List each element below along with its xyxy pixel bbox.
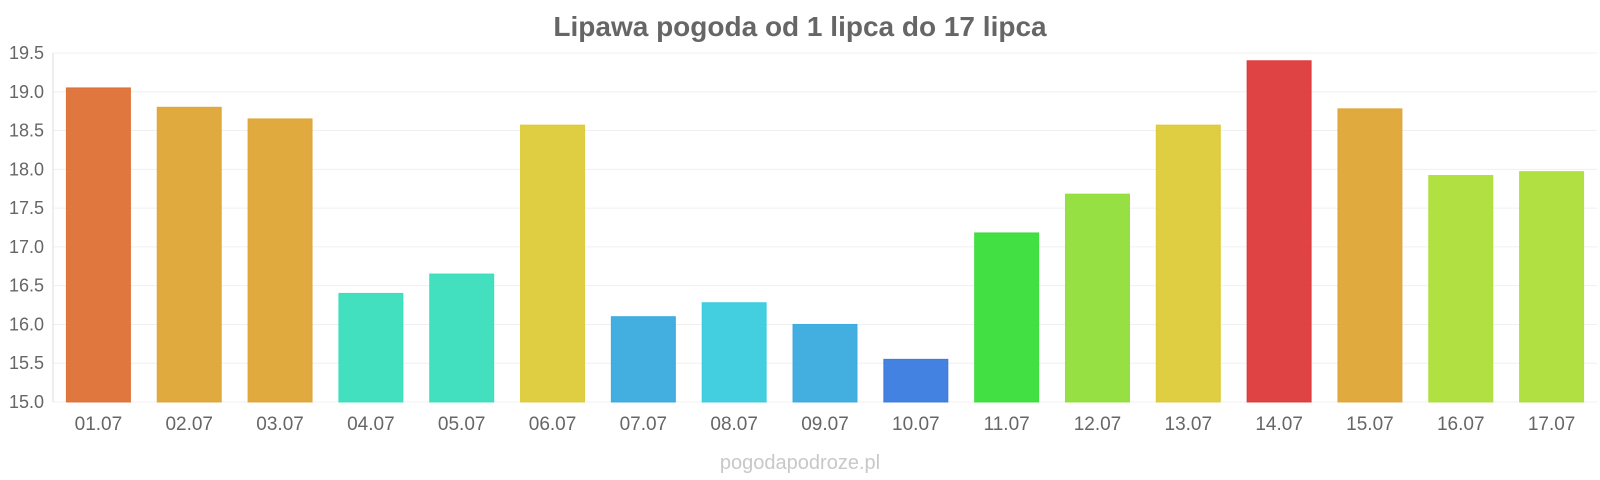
y-tick-label: 17.0	[9, 237, 44, 257]
bar-06.07	[520, 124, 586, 403]
x-tick-label: 06.07	[529, 414, 577, 435]
bar-08.07	[701, 302, 767, 403]
watermark: pogodapodroze.pl	[720, 452, 880, 474]
bar-11.07	[974, 232, 1040, 403]
x-tick-label: 08.07	[710, 414, 758, 435]
y-tick-label: 19.0	[9, 82, 44, 102]
bar-13.07	[1155, 124, 1221, 403]
x-tick-label: 09.07	[801, 414, 849, 435]
x-tick-label: 01.07	[75, 414, 123, 435]
bar-05.07	[429, 273, 495, 403]
bars	[65, 60, 1585, 403]
x-tick-label: 13.07	[1165, 414, 1213, 435]
x-tick-label: 11.07	[984, 414, 1030, 435]
bar-12.07	[1064, 193, 1130, 403]
x-tick-label: 17.07	[1528, 414, 1576, 435]
bar-09.07	[792, 323, 858, 403]
bar-14.07	[1246, 60, 1312, 403]
x-tick-label: 07.07	[620, 414, 668, 435]
x-tick-label: 15.07	[1346, 414, 1394, 435]
bar-02.07	[156, 106, 222, 403]
x-axis-ticks: 01.07 02.07 03.07 04.07 05.07 06.07 07.07 08.07…	[75, 414, 1576, 435]
x-tick-label: 16.07	[1437, 414, 1485, 435]
y-tick-label: 17.5	[9, 198, 44, 218]
y-tick-label: 16.5	[9, 276, 44, 296]
x-tick-label: 12.07	[1074, 414, 1122, 435]
bar-04.07	[338, 292, 404, 403]
y-tick-label: 18.5	[9, 121, 44, 141]
y-tick-label: 19.5	[9, 43, 44, 63]
bar-10.07	[883, 358, 949, 403]
y-tick-label: 15.0	[9, 392, 44, 412]
y-tick-label: 15.5	[9, 353, 44, 373]
x-tick-label: 04.07	[347, 414, 395, 435]
chart-title: Lipawa pogoda od 1 lipca do 17 lipca	[553, 11, 1047, 42]
y-axis-ticks: 15.0 15.5 16.0 16.5 17.0 17.5 18.0 18.5 19.0 19.5	[9, 43, 44, 412]
bar-16.07	[1428, 175, 1494, 403]
x-tick-label: 02.07	[165, 414, 213, 435]
x-tick-label: 05.07	[438, 414, 486, 435]
bar-03.07	[247, 118, 313, 403]
x-tick-label: 10.07	[892, 414, 940, 435]
bar-07.07	[610, 316, 676, 403]
bar-17.07	[1519, 171, 1585, 403]
bar-01.07	[65, 87, 131, 403]
bar-15.07	[1337, 108, 1403, 403]
x-tick-label: 14.07	[1255, 414, 1303, 435]
x-tick-label: 03.07	[256, 414, 304, 435]
y-tick-label: 18.0	[9, 159, 44, 179]
y-tick-label: 16.0	[9, 314, 44, 334]
